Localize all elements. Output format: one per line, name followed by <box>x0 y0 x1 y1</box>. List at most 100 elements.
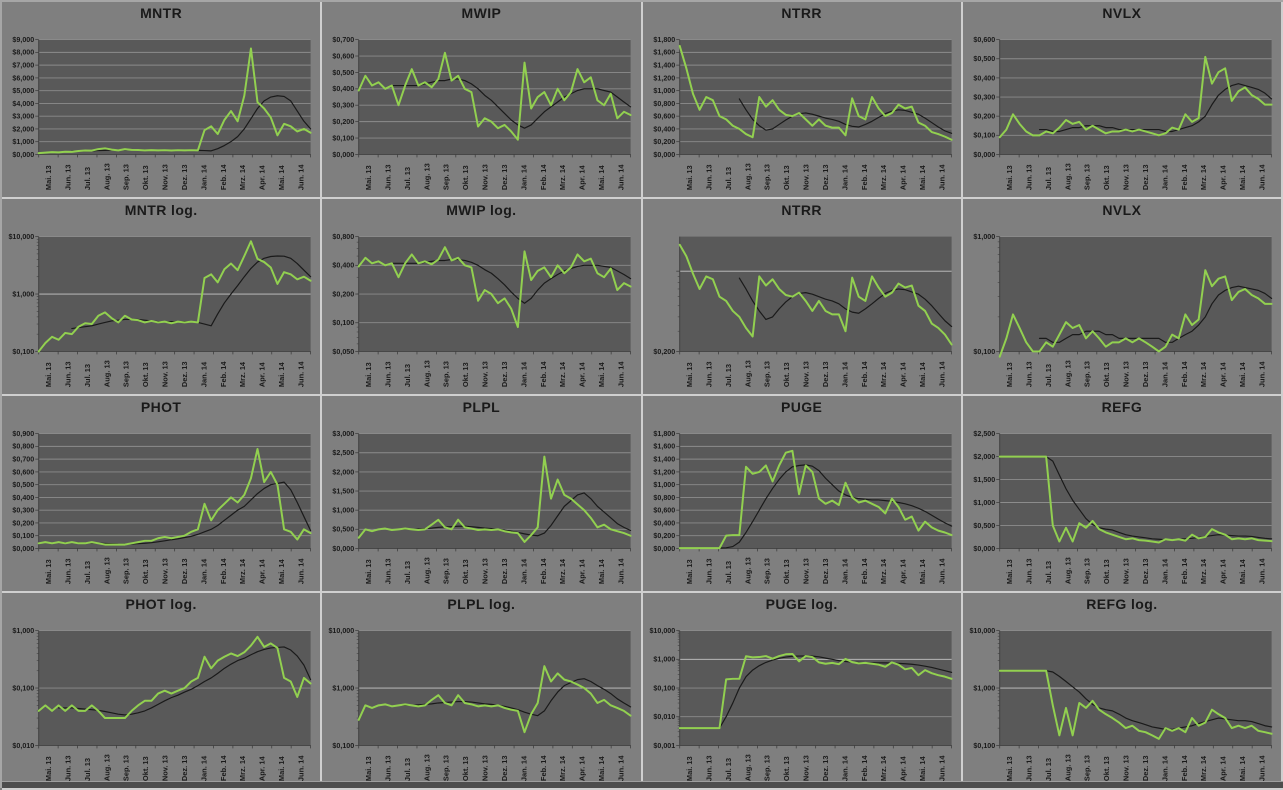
y-axis-label: $0,001 <box>653 742 675 750</box>
x-axis-label: Apr. 14 <box>898 361 907 387</box>
chart-ntrr[interactable]: NTRR $0,200 Mai. 13 Jun. 13 Jul. 13 Aug. 13 Se… <box>642 199 963 396</box>
x-axis-label: Feb. 14 <box>539 164 548 190</box>
y-axis-label: $1,500 <box>333 487 355 495</box>
y-axis-label: $0,400 <box>653 519 675 527</box>
x-axis-label: Jun. 13 <box>63 756 72 782</box>
chart-title: PUGE log. <box>765 596 838 612</box>
y-axis-label: $10,000 <box>329 627 355 635</box>
x-axis-label: Mai. 13 <box>364 165 373 190</box>
y-axis-label: $4,000 <box>12 100 34 108</box>
chart-plpl[interactable]: PLPL $0,000 $0,500 $1,000 $1,500 $2,000 $2,500… <box>322 396 643 593</box>
chart-nvlx[interactable]: NVLX $0,000 $0,100 $0,200 $0,300 $0,400 $0,500… <box>962 2 1283 199</box>
ma-series <box>738 277 952 328</box>
x-axis-label: Feb. 14 <box>219 164 228 190</box>
x-axis-label: Jan. 14 <box>1160 164 1169 190</box>
chart-refg-log[interactable]: REFG log. $0,100 $1,000 $10,000 Mai. 13 Jun. … <box>962 593 1283 790</box>
x-axis-label: Jun. 13 <box>384 362 393 388</box>
x-axis-label: Sep. 13 <box>122 755 131 781</box>
x-axis-label: Jun. 13 <box>63 362 72 388</box>
x-axis-label: Nov. 13 <box>801 558 810 584</box>
x-axis-label: Jun. 14 <box>1257 164 1266 190</box>
y-axis-label: $1,000 <box>12 138 34 146</box>
chart-mwip-log[interactable]: MWIP log. $0,050 $0,100 $0,200 $0,400 $0,800 M… <box>322 199 643 396</box>
y-axis-label: $0,600 <box>973 36 995 44</box>
chart-plpl-log[interactable]: PLPL log. $0,100 $1,000 $10,000 Mai. 13 Jun. … <box>322 593 643 790</box>
x-axis-label: Sep. 13 <box>762 558 771 584</box>
price-series <box>37 240 312 353</box>
x-axis-label: Aug. 13 <box>1063 163 1072 190</box>
y-axis-label: $8,000 <box>12 49 34 57</box>
x-axis-label: Dez. 13 <box>180 362 189 388</box>
x-axis-label: Okt. 13 <box>461 362 470 387</box>
x-axis-label: Aug. 13 <box>1063 557 1072 584</box>
x-axis-label: Mrz. 14 <box>558 558 567 584</box>
chart-mntr-log[interactable]: MNTR log. $0,100 $1,000 $10,000 Mai. 13 Jun. … <box>2 199 323 396</box>
chart-phot-log[interactable]: PHOT log. $0,010 $0,100 $1,000 Mai. 13 Jun. 1… <box>2 593 323 790</box>
x-axis-label: Jul. 13 <box>1044 758 1053 781</box>
x-axis-label: Nov. 13 <box>161 755 170 781</box>
y-axis-label: $0,700 <box>333 36 355 44</box>
ma-series <box>1038 83 1272 133</box>
x-axis-label: Aug. 13 <box>422 754 431 781</box>
y-axis-label: $6,000 <box>12 74 34 82</box>
price-series <box>357 665 632 734</box>
x-axis-label: Jul. 13 <box>83 364 92 387</box>
x-axis-label: Jun. 13 <box>1024 756 1033 782</box>
chart-phot[interactable]: PHOT $0,000 $0,100 $0,200 $0,300 $0,400 $0,500… <box>2 396 323 593</box>
y-axis-label: $0,500 <box>333 69 355 77</box>
x-axis-label: Sep. 13 <box>1082 558 1091 584</box>
y-axis-label: $0,200 <box>333 118 355 126</box>
spreadsheet-row-edge <box>2 781 1283 788</box>
x-axis-label: Mai. 13 <box>1005 559 1014 584</box>
x-axis-label: Okt. 13 <box>782 362 791 387</box>
x-axis-label: Apr. 14 <box>578 164 587 190</box>
x-axis-label: Mai. 14 <box>918 755 927 781</box>
x-axis-label: Sep. 13 <box>762 755 771 781</box>
x-axis-label: Mai. 14 <box>597 755 606 781</box>
chart-nvlx[interactable]: NVLX $0,100 $1,000 Mai. 13 Jun. 13 Jul. 13 Aug… <box>962 199 1283 396</box>
x-axis-label: Mrz. 14 <box>879 164 888 190</box>
x-axis-label: Okt. 13 <box>1102 756 1111 781</box>
x-axis-label: Mai. 13 <box>364 559 373 584</box>
ma-series <box>738 98 952 134</box>
x-axis-label: Feb. 14 <box>859 164 868 190</box>
chart-mwip[interactable]: MWIP $0,000 $0,100 $0,200 $0,300 $0,400 $0,500… <box>322 2 643 199</box>
x-axis-label: Okt. 13 <box>461 756 470 781</box>
x-axis-label: Okt. 13 <box>1102 362 1111 387</box>
price-series <box>357 246 632 329</box>
y-axis-label: $1,000 <box>973 499 995 507</box>
y-axis-label: $10,000 <box>969 627 995 635</box>
x-axis-label: Mrz. 14 <box>238 755 247 781</box>
x-axis-label: Nov. 13 <box>1121 361 1130 387</box>
y-axis-label: $0,200 <box>653 138 675 146</box>
x-axis-label: Jun. 14 <box>617 558 626 584</box>
x-axis-label: Apr. 14 <box>258 164 267 190</box>
chart-title: MNTR log. <box>124 202 198 218</box>
chart-canvas: $0,100 $1,000 $10,000 Mai. 13 Jun. 13 Jul. 13… <box>8 233 312 388</box>
y-axis-label: $0,900 <box>12 430 34 438</box>
chart-ntrr[interactable]: NTRR $0,000 $0,200 $0,400 $0,600 $0,800 $1,000… <box>642 2 963 199</box>
ma-series <box>398 678 632 717</box>
x-axis-label: Mai. 14 <box>1238 361 1247 387</box>
price-series <box>37 447 312 546</box>
y-axis-label: $2,000 <box>333 468 355 476</box>
chart-title: MNTR <box>140 5 183 21</box>
x-axis-label: Okt. 13 <box>782 165 791 190</box>
chart-puge-log[interactable]: PUGE log. $0,001 $0,010 $0,100 $1,000 $10,000… <box>642 593 963 790</box>
y-axis-label: $0,500 <box>12 481 34 489</box>
x-axis-label: Mrz. 14 <box>1199 558 1208 584</box>
x-axis-label: Jun. 13 <box>1024 559 1033 585</box>
x-axis-label: Okt. 13 <box>141 362 150 387</box>
chart-refg[interactable]: REFG $0,000 $0,500 $1,000 $1,500 $2,000 $2,500… <box>962 396 1283 593</box>
x-axis-label: Jun. 14 <box>296 558 305 584</box>
x-axis-label: Jan. 14 <box>199 755 208 781</box>
chart-canvas: $0,000 $0,100 $0,200 $0,300 $0,400 $0,500 $0,6… <box>333 36 632 191</box>
chart-puge[interactable]: PUGE $0,000 $0,200 $0,400 $0,600 $0,800 $1,000… <box>642 396 963 593</box>
y-axis-label: $0,500 <box>333 526 355 534</box>
x-axis-label: Jun. 13 <box>384 165 393 191</box>
chart-canvas: $0,010 $0,100 $1,000 Mai. 13 Jun. 13 Jul. 13 A… <box>12 627 312 782</box>
y-axis-label: $0,100 <box>12 532 34 540</box>
x-axis-label: Mai. 13 <box>684 559 693 584</box>
x-axis-label: Mrz. 14 <box>879 361 888 387</box>
chart-mntr[interactable]: MNTR $0,000 $1,000 $2,000 $3,000 $4,000 $5,000… <box>2 2 323 199</box>
